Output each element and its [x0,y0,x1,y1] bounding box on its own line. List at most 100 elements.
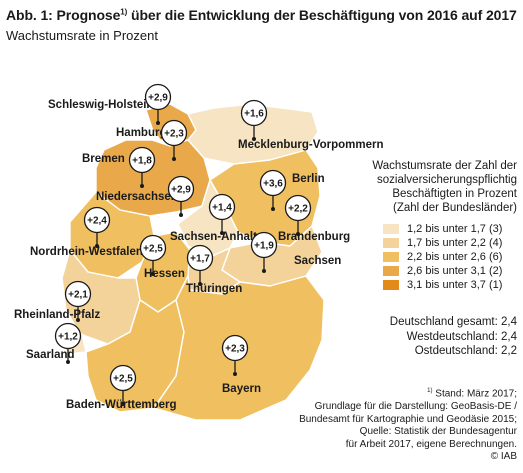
footnote-line: 1) Stand: März 2017; [299,385,517,401]
pin-dot [66,360,70,364]
legend: Wachstumsrate der Zahl der sozialversich… [327,159,517,292]
total-germany: Deutschland gesamt: 2,4 [389,316,517,328]
footnote-line: für Arbeit 2017, eigene Berechnungen. [345,438,517,450]
legend-label: 2,6 bis unter 3,1 (2) [407,265,503,277]
pin-value: +1,2 [58,332,78,343]
value-pin-berlin: +3,6 [259,169,287,211]
pin-bubble [54,322,82,350]
legend-title: Wachstumsrate der Zahl der sozialversich… [327,159,517,215]
value-pin-schleswig-holstein: +2,9 [144,83,172,125]
pin-value: +2,5 [113,374,133,385]
legend-label: 3,1 bis unter 3,7 (1) [407,279,503,291]
value-pin-niedersachsen: +2,9 [167,175,195,217]
pin-bubble [144,83,172,111]
value-pin-bremen: +1,8 [128,146,156,188]
legend-item: 1,2 bis unter 1,7 (3) [327,222,517,236]
state-label-schleswig-holstein: Schleswig-Holstein [48,99,153,111]
footnote-line: Bundesamt für Kartographie und Geodäsie … [299,413,517,425]
title-footnote-marker: 1) [120,7,128,17]
legend-swatch [383,238,399,248]
pin-value: +2,3 [164,129,184,140]
value-pin-hamburg: +2,3 [160,119,188,161]
pin-value: +2,9 [171,185,191,196]
total-west: Westdeutschland: 2,4 [406,330,517,343]
pin-bubble [284,194,312,222]
pin-dot [271,207,275,211]
pin-value: +1,6 [244,109,264,120]
pin-dot [172,157,176,161]
pin-value: +1,4 [212,203,232,214]
footnote-text: Stand: März 2017; [432,388,517,400]
pin-dot [252,137,256,141]
pin-bubble [221,334,249,362]
value-pin-rheinland-pfalz: +2,1 [64,280,92,322]
legend-swatch [383,266,399,276]
value-pin-thueringen: +1,7 [186,244,214,286]
pin-value: +2,1 [68,290,88,301]
value-pin-baden-wuerttemberg: +2,5 [109,364,137,406]
pin-value: +2,9 [148,93,168,104]
pin-bubble [167,175,195,203]
legend-item: 2,2 bis unter 2,6 (6) [327,250,517,264]
state-label-berlin: Berlin [292,173,325,185]
state-label-mecklenburg-vorpommern: Mecklenburg-Vorpommern [238,139,383,151]
state-label-thueringen: Thüringen [186,283,242,295]
state-label-baden-wuerttemberg: Baden-Württemberg [66,399,177,411]
legend-title-line: Beschäftigten in Prozent [392,188,517,200]
pin-value: +1,7 [190,254,210,265]
chart-title: Abb. 1: Prognose1) über die Entwicklung … [6,7,517,23]
legend-swatch [383,224,399,234]
pin-value: +2,4 [87,216,107,227]
pin-dot [140,184,144,188]
pin-bubble [250,231,278,259]
state-label-saarland: Saarland [26,349,75,361]
state-label-bremen: Bremen [82,153,125,165]
pin-bubble [109,364,137,392]
pin-dot [121,402,125,406]
legend-item: 3,1 bis unter 3,7 (1) [327,278,517,292]
state-label-rheinland-pfalz: Rheinland-Pfalz [14,309,101,321]
state-label-hamburg: Hamburg [116,127,166,139]
totals: Deutschland gesamt: 2,4 Westdeutschland:… [390,315,517,359]
pin-bubble [128,146,156,174]
value-pin-brandenburg: +2,2 [284,194,312,236]
state-label-niedersachsen: Niedersachsen [96,191,178,203]
value-pin-mecklenburg-vorpommern: +1,6 [240,99,268,141]
state-label-nordrhein-westfalen: Nordrhein-Westfalen [30,246,143,258]
pin-dot [233,372,237,376]
pin-value: +1,8 [132,156,152,167]
title-rest: über die Entwicklung der Beschäftigung v… [127,7,517,23]
legend-swatch [383,280,399,290]
pin-bubble [240,99,268,127]
legend-title-line: (Zahl der Bundesländer) [392,202,517,214]
pin-dot [156,121,160,125]
pin-value: +2,2 [288,204,308,215]
value-pin-bayern: +2,3 [221,334,249,376]
footnote: 1) Stand: März 2017; Grundlage für die D… [299,385,517,464]
title-text: Abb. 1: Prognose [6,7,121,23]
value-pin-hessen: +2,5 [139,234,167,276]
legend-title-line: Wachstumsrate der Zahl der [372,160,517,172]
pin-value: +2,3 [225,344,245,355]
pin-value: +3,6 [263,179,283,190]
pin-bubble [186,244,214,272]
value-pin-nordrhein-westfalen: +2,4 [83,206,111,248]
pin-bubble [208,193,236,221]
pin-value: +2,5 [143,244,163,255]
pin-dot [95,244,99,248]
footnote-line: Quelle: Statistik der Bundesagentur [359,426,517,438]
legend-label: 1,7 bis unter 2,2 (4) [407,237,503,249]
state-label-hessen: Hessen [144,268,185,280]
pin-dot [220,231,224,235]
total-east: Ostdeutschland: 2,2 [414,345,517,357]
state-label-bayern: Bayern [222,383,261,395]
footnote-marker: 1) [427,388,433,394]
legend-swatch [383,252,399,262]
pin-bubble [83,206,111,234]
value-pin-saarland: +1,2 [54,322,82,364]
pin-dot [296,232,300,236]
pin-value: +1,9 [254,241,274,252]
value-pins: +2,9 +2,3 +1,6 +1,8 +2,9 +3,6 +2,2 +1,4 +1,9 +2,4… [54,83,312,406]
legend-list: 1,2 bis unter 1,7 (3) 1,7 bis unter 2,2 … [327,222,517,292]
